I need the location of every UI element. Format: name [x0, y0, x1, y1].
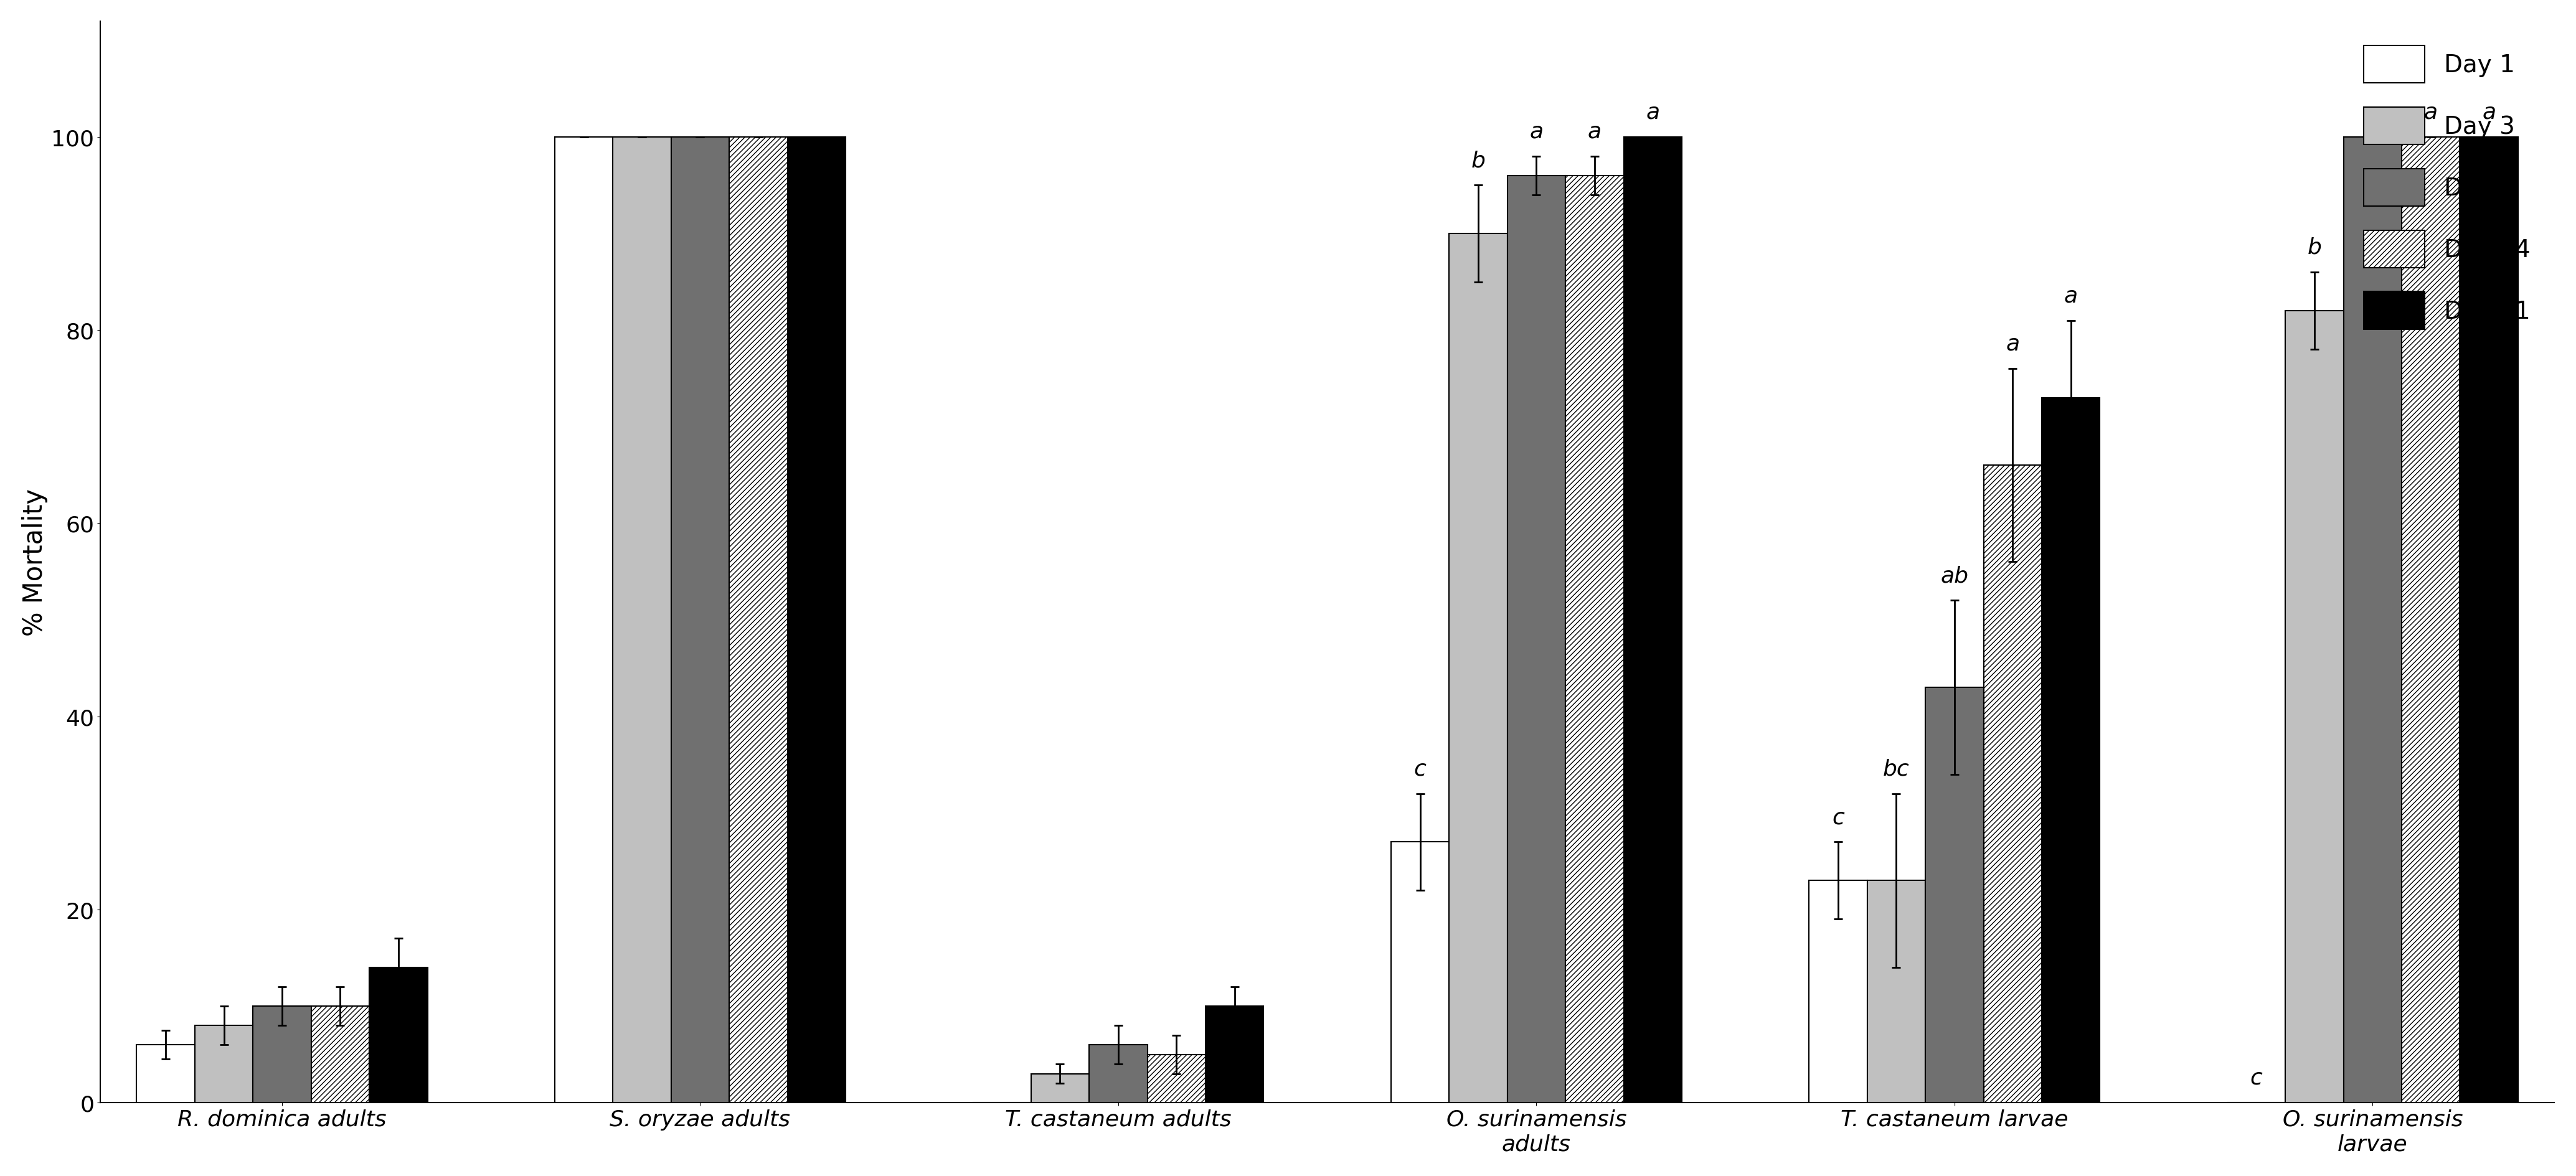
Text: bc: bc	[1883, 759, 1909, 780]
Bar	[1030, 1074, 1090, 1103]
Bar	[1507, 176, 1566, 1103]
Text: c: c	[2249, 1067, 2262, 1088]
Text: a: a	[2365, 102, 2380, 123]
Text: c: c	[1414, 759, 1427, 780]
Bar	[1090, 1044, 1146, 1103]
Bar	[2043, 397, 2099, 1103]
Text: a: a	[1646, 102, 1659, 123]
Text: a: a	[2007, 334, 2020, 355]
Bar	[1146, 1055, 1206, 1103]
Bar	[312, 1007, 368, 1103]
Text: b: b	[2308, 236, 2321, 258]
Text: ab: ab	[1940, 566, 1968, 587]
Bar	[788, 138, 845, 1103]
Bar	[613, 138, 672, 1103]
Bar	[368, 968, 428, 1103]
Bar	[1984, 466, 2043, 1103]
Text: b: b	[1471, 151, 1486, 172]
Bar	[1924, 688, 1984, 1103]
Bar	[196, 1025, 252, 1103]
Bar	[2285, 312, 2344, 1103]
Bar	[137, 1044, 196, 1103]
Text: a: a	[2424, 102, 2437, 123]
Text: a: a	[1530, 121, 1543, 142]
Bar	[1868, 881, 1924, 1103]
Bar	[2344, 138, 2401, 1103]
Bar	[1206, 1007, 1265, 1103]
Y-axis label: % Mortality: % Mortality	[21, 488, 49, 636]
Text: a: a	[2483, 102, 2496, 123]
Bar	[554, 138, 613, 1103]
Text: a: a	[2063, 286, 2079, 307]
Bar	[1808, 881, 1868, 1103]
Bar	[672, 138, 729, 1103]
Bar	[1623, 138, 1682, 1103]
Bar	[2460, 138, 2517, 1103]
Bar	[729, 138, 788, 1103]
Text: c: c	[1832, 807, 1844, 828]
Bar	[1566, 176, 1623, 1103]
Bar	[1450, 234, 1507, 1103]
Bar	[1391, 842, 1450, 1103]
Bar	[252, 1007, 312, 1103]
Legend: Day 1, Day 3, Day 7, Day 14, Day 21: Day 1, Day 3, Day 7, Day 14, Day 21	[2352, 34, 2543, 341]
Text: a: a	[1587, 121, 1602, 142]
Bar	[2401, 138, 2460, 1103]
